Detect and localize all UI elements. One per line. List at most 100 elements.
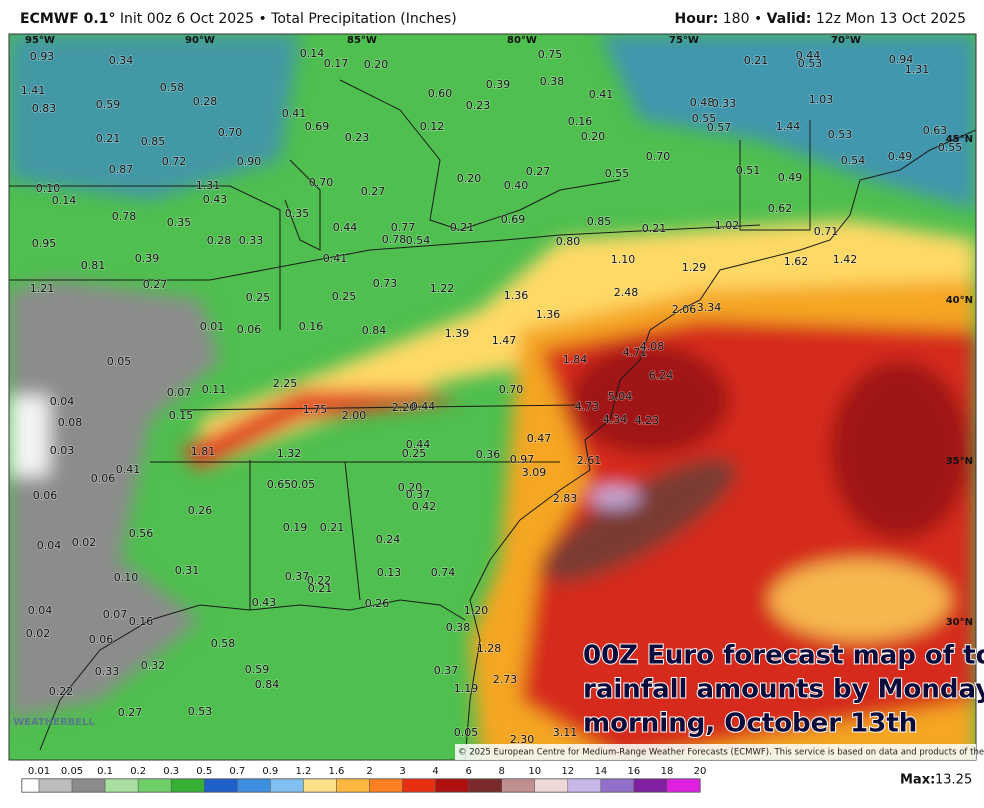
precip-amount: 0.23 [466,99,491,112]
precip-amount: 0.21 [642,222,667,235]
precip-amount: 0.04 [28,604,53,617]
colorbar-label: 1.6 [328,766,344,777]
precip-amount: 0.39 [135,252,160,265]
precip-amount: 0.37 [434,664,459,677]
caption: morning, October 13th [583,709,917,739]
precip-amount: 2.61 [577,454,602,467]
colorbar-label: 0.3 [163,766,179,777]
colorbar-label: 0.1 [97,766,113,777]
precip-amount: 1.29 [682,261,707,274]
precip-amount: 0.56 [129,527,154,540]
colorbar-label: 4 [432,766,438,777]
state-line [9,224,761,281]
precip-amount: 0.07 [167,386,192,399]
precip-amount: 0.55 [938,141,963,154]
precip-amount: 4.34 [603,413,628,426]
precip-amount: 2.48 [614,286,639,299]
precip-amount: 0.49 [778,171,803,184]
precip-amount: 0.21 [320,521,345,534]
precip-amount: 0.39 [486,78,511,91]
precip-amount: 0.44 [333,221,358,234]
logo: WEATHERBELL [13,717,95,728]
precip-amount: 0.40 [504,179,529,192]
precip-amount: 0.26 [188,504,213,517]
precip-amount: 0.81 [81,259,106,272]
precip-amount: 0.21 [450,221,475,234]
rain-area [590,487,640,507]
precip-amount: 2.73 [493,673,518,686]
state-line [179,404,581,411]
precip-amount: 0.54 [841,154,866,167]
precip-amount: 0.80 [556,235,581,248]
precip-amount: 4.08 [640,340,665,353]
precip-amount: 0.44 [406,438,431,451]
precip-amount: 0.77 [391,221,416,234]
precip-amount: 0.16 [568,115,593,128]
colorbar-label: 10 [528,766,541,777]
precip-amount: 0.31 [175,564,200,577]
product: Total Precipitation (Inches) [271,11,457,27]
precip-amount: 0.25 [246,291,271,304]
header-left: ECMWF 0.1° Init 00z 6 Oct 2025 • Total P… [20,11,457,27]
colorbar-label: 3 [399,766,405,777]
precip-amount: 0.44 [411,400,436,413]
precip-amount: 0.13 [377,566,402,579]
precip-amount: 0.78 [112,210,137,223]
precip-amount: 0.70 [218,126,243,139]
precip-amount: 0.32 [141,659,166,672]
precip-amount: 2.83 [553,492,578,505]
precip-amount: 0.34 [109,54,134,67]
lake [339,79,621,231]
precip-amount: 0.01 [200,320,225,333]
precip-amount: 0.65 [267,478,292,491]
precip-amount: 0.95 [32,237,57,250]
precip-amount: 3.34 [697,301,722,314]
precip-amount: 1.22 [430,282,455,295]
precip-amount: 0.20 [457,172,482,185]
rain-area [600,34,976,210]
precip-amount: 1.36 [536,308,561,321]
precip-amount: 0.58 [211,637,236,650]
rain-area [543,458,737,582]
precip-amount: 0.27 [526,165,551,178]
precip-amount: 0.02 [72,536,97,549]
colorbar-label: 0.2 [130,766,146,777]
colorbar-swatch [204,778,238,793]
precip-amount: 3.11 [553,726,578,739]
precip-amount: 0.42 [412,500,437,513]
init: Init 00z 6 Oct 2025 [119,11,254,27]
precip-amount: 0.72 [162,155,187,168]
max-label: Max: [900,773,935,788]
precip-amount: 0.17 [324,57,349,70]
precip-amount: 1.62 [784,255,809,268]
precip-amount: 0.73 [373,277,398,290]
precip-amount: 0.41 [589,88,614,101]
longitude-label: 70°W [831,35,861,46]
precip-amount: 0.21 [308,582,333,595]
colorbar-label: 18 [661,766,674,777]
precip-amount: 1.75 [303,403,328,416]
longitude-label: 75°W [669,35,699,46]
colorbar-swatch [435,778,469,793]
precip-amount: 0.02 [26,627,51,640]
valid: 12z Mon 13 Oct 2025 [815,11,966,27]
precip-amount: 0.28 [193,95,218,108]
precip-amount: 4.23 [635,414,660,427]
caption: rainfall amounts by Monday [583,675,984,705]
precip-amount: 0.23 [345,131,370,144]
colorbar-label: 0.9 [262,766,278,777]
precip-amount: 0.37 [285,570,310,583]
colorbar-label: 12 [561,766,574,777]
colorbar-swatch [666,778,701,793]
precip-amount: 0.97 [510,453,535,466]
precip-amount: 0.70 [309,176,334,189]
precip-amount: 1.20 [464,604,489,617]
precip-amount: 0.78 [382,233,407,246]
precip-amount: 0.84 [362,324,387,337]
precip-amount: 0.11 [202,383,227,396]
colorbar-label: 6 [465,766,471,777]
rain-area [830,360,970,540]
colorbar-swatch [303,778,337,793]
precip-amount: 0.70 [499,383,524,396]
